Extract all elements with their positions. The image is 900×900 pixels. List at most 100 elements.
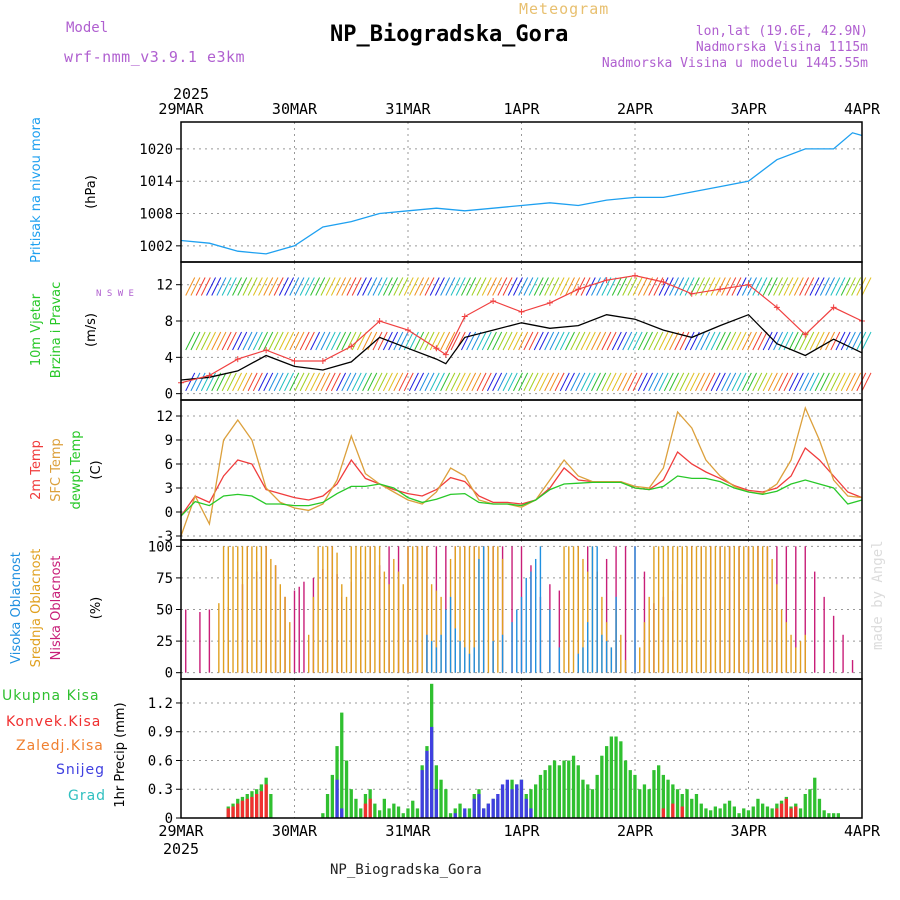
wind-barb (497, 372, 508, 392)
temp-line (180, 475, 863, 517)
precip-bar (822, 810, 826, 818)
gust-marker (234, 356, 241, 363)
lonlat-label: lon,lat (19.6E, 42.9N) (695, 24, 868, 39)
wind-barb (398, 277, 409, 296)
wind-barb (591, 372, 601, 392)
wind-barb (424, 372, 435, 392)
wind-barb (211, 331, 222, 351)
gust-marker (405, 327, 411, 334)
wind-barb (778, 277, 789, 296)
wind-barb (226, 331, 237, 351)
wind-barb (502, 372, 513, 392)
wind-barb (804, 372, 815, 392)
precip-bar (325, 794, 330, 818)
precip-bar (751, 806, 755, 818)
top-tick-label: 4APR (844, 100, 881, 118)
wind-barb (200, 331, 211, 351)
wind-barb (304, 277, 315, 296)
y-tick-label: 1002 (139, 239, 173, 255)
wind-barb (518, 372, 529, 392)
gust-marker (546, 299, 553, 306)
wind-barb (580, 372, 591, 392)
precip-bar (732, 806, 736, 818)
wind-barb (653, 372, 664, 392)
y-tick-label: 25 (156, 634, 173, 650)
precip-bar (240, 800, 245, 818)
precip-bar (392, 803, 396, 818)
wind-barb (513, 277, 523, 296)
wind-barb (601, 331, 612, 351)
wind-barb (450, 331, 461, 351)
precip-bar (236, 803, 240, 818)
wind-barb (830, 331, 841, 351)
wind-barb (695, 331, 705, 351)
precip-bar (259, 791, 263, 818)
wind-barb (221, 372, 232, 392)
wind-barb (606, 331, 617, 351)
wind-barb (736, 277, 747, 296)
wind-barb (611, 372, 622, 392)
wind-barb (289, 372, 300, 392)
wind-barb (294, 372, 305, 392)
wind-barb (195, 331, 206, 351)
precip-bar (813, 777, 817, 818)
cloud-mid-label: Srednja Oblacnost (29, 549, 44, 668)
wind-barb (627, 331, 638, 351)
wind-barb (788, 372, 799, 392)
wind-barb (767, 372, 778, 392)
wind-barb (346, 331, 357, 351)
wind-barb (575, 331, 586, 351)
wind-barb (403, 277, 414, 296)
wind-barb (487, 372, 497, 392)
gust-marker (802, 331, 809, 338)
wind-barb (492, 331, 503, 351)
wind-barb (700, 331, 711, 351)
precip-bar (448, 813, 453, 818)
wind-gust-line (180, 274, 863, 384)
gust-marker (773, 304, 780, 311)
wind-barb (637, 372, 648, 392)
precip-bar (245, 798, 249, 818)
precip-bar (444, 789, 448, 818)
wind-barb (778, 331, 789, 351)
wind-barb (185, 331, 196, 351)
wind-barb (793, 372, 804, 392)
precip-bar (694, 794, 699, 818)
wind-barb (320, 331, 331, 351)
gust-marker (603, 277, 610, 284)
wind-barb (752, 277, 763, 296)
wind-barb (679, 372, 690, 392)
wind-barb (533, 372, 544, 392)
wind-barb (752, 331, 763, 351)
wind-ylabel-main: 10m Vjetar (29, 293, 44, 366)
wind-barb (408, 277, 419, 296)
gridlines (180, 122, 863, 818)
gust-marker (575, 286, 582, 293)
precip-bar (330, 774, 334, 818)
wind-barb (747, 331, 758, 351)
precip-bar (534, 784, 538, 818)
precip-bar (789, 808, 793, 818)
wind-barb (440, 331, 451, 351)
precip-bar (628, 770, 632, 818)
wind-barb (507, 331, 518, 351)
station-title: NP_Biogradska_Gora (330, 22, 569, 47)
wind-barb (221, 331, 232, 351)
precip-bar (425, 750, 429, 818)
wind-barb (247, 372, 258, 392)
wind-barb (372, 331, 383, 351)
precip-bar (680, 806, 684, 818)
wind-barb (632, 372, 643, 392)
precip-bar (595, 774, 599, 818)
precip-bar (718, 808, 722, 818)
wind-barb (591, 277, 601, 296)
wind-barb (445, 331, 456, 351)
precip-bar (264, 784, 268, 818)
wind-barb (507, 372, 518, 392)
wind-barb (606, 372, 617, 392)
wind-barb (617, 331, 627, 351)
gust-marker (206, 372, 213, 379)
wind-barb (185, 372, 196, 392)
wind-barb (788, 331, 799, 351)
